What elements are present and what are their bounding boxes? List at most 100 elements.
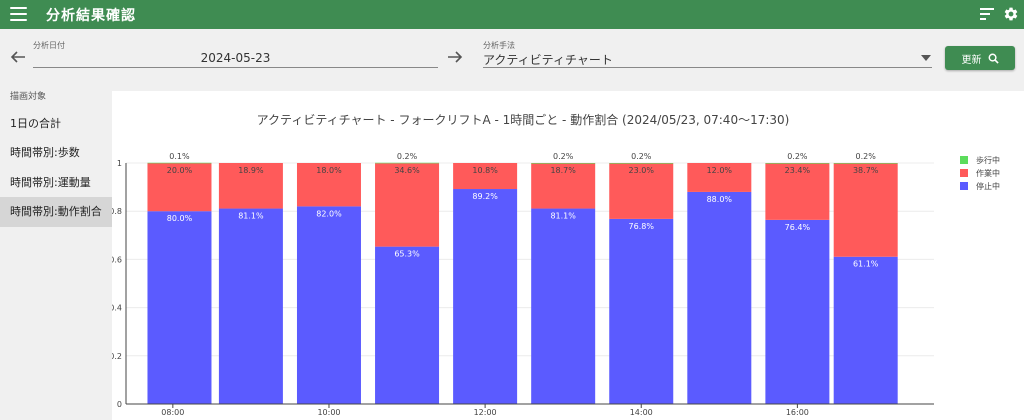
data-label: 18.7% [550,166,576,175]
date-field-underline [33,67,438,68]
bar-segment [687,163,752,192]
method-field-label: 分析手法 [483,41,515,50]
bar-segment [375,162,440,164]
data-label: 0.2% [787,152,808,161]
update-button-label: 更新 [961,54,982,66]
y-tick-label: 0 [117,400,122,409]
bar-segment [147,211,212,404]
sidebar: 描画対象 1日の合計 時間帯別:歩数 時間帯別:運動量 時間帯別:動作割合 [0,80,112,420]
x-tick-label: 10:00 [317,408,340,417]
data-label: 0.2% [397,152,418,161]
bar-segment [765,219,830,404]
arrow-right-icon[interactable] [446,49,464,65]
chevron-down-icon[interactable] [921,55,931,61]
app-bar: 分析結果確認 [0,0,1024,29]
x-tick-label: 16:00 [786,408,809,417]
bar-segment [296,163,361,207]
bar-segment [609,218,674,404]
y-tick-label: 0.8 [112,207,122,216]
y-tick-label: 1 [117,159,122,168]
bar-segment [833,163,898,164]
legend-swatch [960,182,968,190]
bar-segment [833,163,898,257]
legend-label: 作業中 [976,168,1000,178]
x-tick-label: 08:00 [161,408,184,417]
legend-swatch [960,169,968,177]
sidebar-item-hourly-ratio[interactable]: 時間帯別:動作割合 [0,197,112,227]
data-label: 81.1% [238,212,264,221]
search-icon [988,53,999,64]
data-label: 76.8% [629,222,655,231]
data-label: 0.2% [856,152,877,161]
data-label: 81.1% [550,212,576,221]
y-tick-label: 0.6 [112,255,122,264]
bar-segment [147,162,212,164]
arrow-left-icon[interactable] [9,49,27,65]
page-title: 分析結果確認 [46,8,136,24]
data-label: 23.4% [785,166,811,175]
bar-segment [609,163,674,164]
sidebar-heading: 描画対象 [10,92,47,102]
bar-segment [375,246,440,404]
bar-segment [218,163,283,209]
data-label: 38.7% [853,166,879,175]
bar-segment [531,163,596,209]
sidebar-item-daily-total[interactable]: 1日の合計 [10,117,61,130]
data-label: 10.8% [472,166,498,175]
data-label: 20.0% [167,166,193,175]
legend-label: 歩行中 [976,155,1000,165]
legend-item-stopped[interactable]: 停止中 [960,180,1000,192]
data-label: 88.0% [707,195,733,204]
legend-label: 停止中 [976,181,1000,191]
data-label: 82.0% [316,209,342,218]
data-label: 80.0% [167,214,193,223]
sidebar-item-hourly-activity[interactable]: 時間帯別:運動量 [10,176,91,189]
data-label: 12.0% [707,166,733,175]
bar-segment [453,163,518,190]
stacked-bar-chart: 0 0.2 0.4 0.6 0.8 1 80.0% 20.0% 0.1% 81.1% 18.9% 82… [112,152,934,417]
chart-title: アクティビティチャート - フォークリフトA - 1時間ごと - 動作割合 (2… [256,113,790,127]
y-tick-label: 0.2 [112,352,122,361]
data-label: 65.3% [394,250,420,259]
bar-segment [453,189,518,404]
bar-segment [531,163,596,164]
bar-segment [609,163,674,219]
data-label: 76.4% [785,223,811,232]
y-tick-label: 0.4 [112,304,122,313]
method-select[interactable]: アクティビティチャート [483,53,613,67]
bar-segment [296,206,361,404]
update-button[interactable]: 更新 [945,46,1015,70]
chart-panel: アクティビティチャート - フォークリフトA - 1時間ごと - 動作割合 (2… [112,91,1024,420]
sidebar-item-hourly-steps[interactable]: 時間帯別:歩数 [10,146,80,159]
bar-segment [687,191,752,404]
data-label: 0.2% [553,152,574,161]
legend-swatch [960,156,968,164]
bar-segment [147,163,212,212]
data-label: 0.1% [169,152,190,161]
filter-bar: 分析日付 2024-05-23 分析手法 アクティビティチャート 更新 [0,29,1024,79]
gear-icon[interactable] [1003,6,1019,22]
data-label: 23.0% [629,166,655,175]
bar-segment [531,208,596,404]
data-label: 0.2% [631,152,652,161]
bar-segment [375,163,440,247]
data-label: 34.6% [394,166,420,175]
data-label: 61.1% [853,260,879,269]
menu-icon[interactable] [10,7,27,21]
legend-item-walking[interactable]: 歩行中 [960,154,1000,166]
data-label: 18.0% [316,166,342,175]
bar-segment [833,256,898,404]
chart-legend: 歩行中 作業中 停止中 [960,154,1000,193]
data-label: 18.9% [238,166,264,175]
bar-segment [765,163,830,220]
method-field-underline [483,67,932,68]
sort-icon[interactable] [980,8,994,20]
x-tick-label: 14:00 [630,408,653,417]
x-tick-label: 12:00 [474,408,497,417]
bar-segment [218,208,283,404]
date-field-label: 分析日付 [33,41,65,50]
date-field[interactable]: 2024-05-23 [200,51,271,65]
bar-segment [765,163,830,164]
legend-item-working[interactable]: 作業中 [960,167,1000,179]
data-label: 89.2% [472,192,498,201]
